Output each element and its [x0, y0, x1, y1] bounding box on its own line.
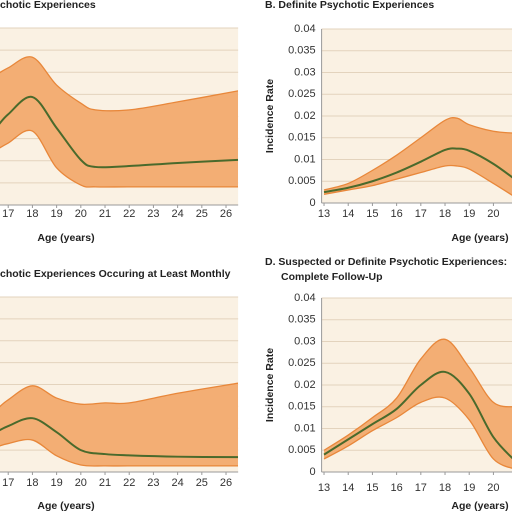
- x-tick-label: 24: [171, 208, 183, 220]
- plot-area: [0, 56, 238, 188]
- y-tick-label: 0.01: [294, 422, 315, 434]
- estimate-line: [0, 417, 238, 459]
- plot-area: [0, 382, 238, 467]
- panel-title: chotic Experiences: [0, 0, 96, 11]
- panel-subtitle: Complete Follow-Up: [281, 271, 383, 283]
- x-tick-label: 14: [342, 208, 354, 220]
- x-tick-label: 19: [463, 482, 475, 494]
- x-tick-label: 20: [75, 477, 87, 489]
- x-tick-label: 19: [50, 208, 62, 220]
- x-tick-label: 21: [99, 477, 111, 489]
- x-tick-label: 24: [171, 477, 183, 489]
- lower-bound: [0, 129, 238, 188]
- x-tick-label: 19: [463, 208, 475, 220]
- x-tick-label: 22: [123, 477, 135, 489]
- confidence-band: [0, 56, 238, 188]
- y-tick-label: 0.035: [288, 314, 316, 326]
- x-tick-label: 20: [75, 208, 87, 220]
- lower-bound: [0, 438, 238, 467]
- estimate-line: [323, 147, 512, 194]
- y-tick-label: 0.025: [288, 357, 316, 369]
- x-tick-label: 17: [2, 477, 14, 489]
- y-tick-label: 0.015: [288, 401, 316, 413]
- panel-title: B. Definite Psychotic Experiences: [265, 0, 434, 11]
- estimate-line: [0, 95, 238, 169]
- x-tick-label: 20: [487, 482, 499, 494]
- x-tick-label: 13: [318, 208, 330, 220]
- x-tick-label: 15: [366, 208, 378, 220]
- x-tick-label: 25: [196, 208, 208, 220]
- upper-bound: [323, 117, 512, 191]
- y-tick-label: 0.005: [288, 444, 316, 456]
- x-tick-label: 20: [487, 208, 499, 220]
- y-tick-label: 0.03: [294, 335, 315, 347]
- panel-title: D. Suspected or Definite Psychotic Exper…: [265, 256, 507, 268]
- x-tick-label: 16: [390, 208, 402, 220]
- x-axis-label: Age (years): [451, 500, 508, 512]
- x-tick-label: 17: [415, 208, 427, 220]
- x-tick-label: 17: [415, 482, 427, 494]
- x-tick-label: 23: [147, 477, 159, 489]
- panel-title: chotic Experiences Occuring at Least Mon…: [0, 268, 231, 280]
- plot-area: [323, 338, 512, 469]
- x-axis-label: Age (years): [37, 500, 94, 512]
- x-tick-label: 18: [439, 208, 451, 220]
- x-tick-label: 17: [2, 208, 14, 220]
- y-axis-label: Incidence Rate: [264, 79, 276, 153]
- estimate-line: [323, 370, 512, 460]
- x-tick-label: 16: [390, 482, 402, 494]
- upper-bound: [0, 56, 238, 112]
- x-tick-label: 26: [220, 477, 232, 489]
- y-tick-label: 0.04: [294, 23, 315, 35]
- y-tick-label: 0.005: [288, 175, 316, 187]
- y-tick-label: 0.04: [294, 292, 315, 304]
- confidence-band: [324, 117, 512, 196]
- x-tick-label: 26: [220, 208, 232, 220]
- y-tick-label: 0.03: [294, 66, 315, 78]
- y-tick-label: 0.02: [294, 379, 315, 391]
- upper-bound: [0, 382, 238, 408]
- y-tick-label: 0.02: [294, 110, 315, 122]
- y-tick-label: 0: [309, 197, 315, 209]
- y-tick-label: 0: [309, 466, 315, 478]
- y-tick-label: 0.01: [294, 153, 315, 165]
- x-tick-label: 15: [366, 482, 378, 494]
- y-tick-label: 0.025: [288, 88, 316, 100]
- plot-area: [323, 117, 512, 196]
- x-tick-label: 18: [439, 482, 451, 494]
- x-axis-label: Age (years): [37, 232, 94, 244]
- lower-bound: [323, 396, 512, 469]
- x-tick-label: 25: [196, 477, 208, 489]
- x-axis-label: Age (years): [451, 232, 508, 244]
- x-tick-label: 22: [123, 208, 135, 220]
- upper-bound: [323, 338, 512, 451]
- lower-bound: [323, 164, 512, 196]
- x-tick-label: 21: [99, 208, 111, 220]
- y-tick-label: 0.015: [288, 132, 316, 144]
- x-tick-label: 23: [147, 208, 159, 220]
- x-tick-label: 18: [26, 477, 38, 489]
- x-tick-label: 18: [26, 208, 38, 220]
- confidence-band: [0, 383, 238, 467]
- x-tick-label: 13: [318, 482, 330, 494]
- y-tick-label: 0.035: [288, 45, 316, 57]
- x-tick-label: 19: [50, 477, 62, 489]
- x-tick-label: 14: [342, 482, 354, 494]
- confidence-band: [324, 339, 512, 469]
- y-axis-label: Incidence Rate: [264, 348, 276, 422]
